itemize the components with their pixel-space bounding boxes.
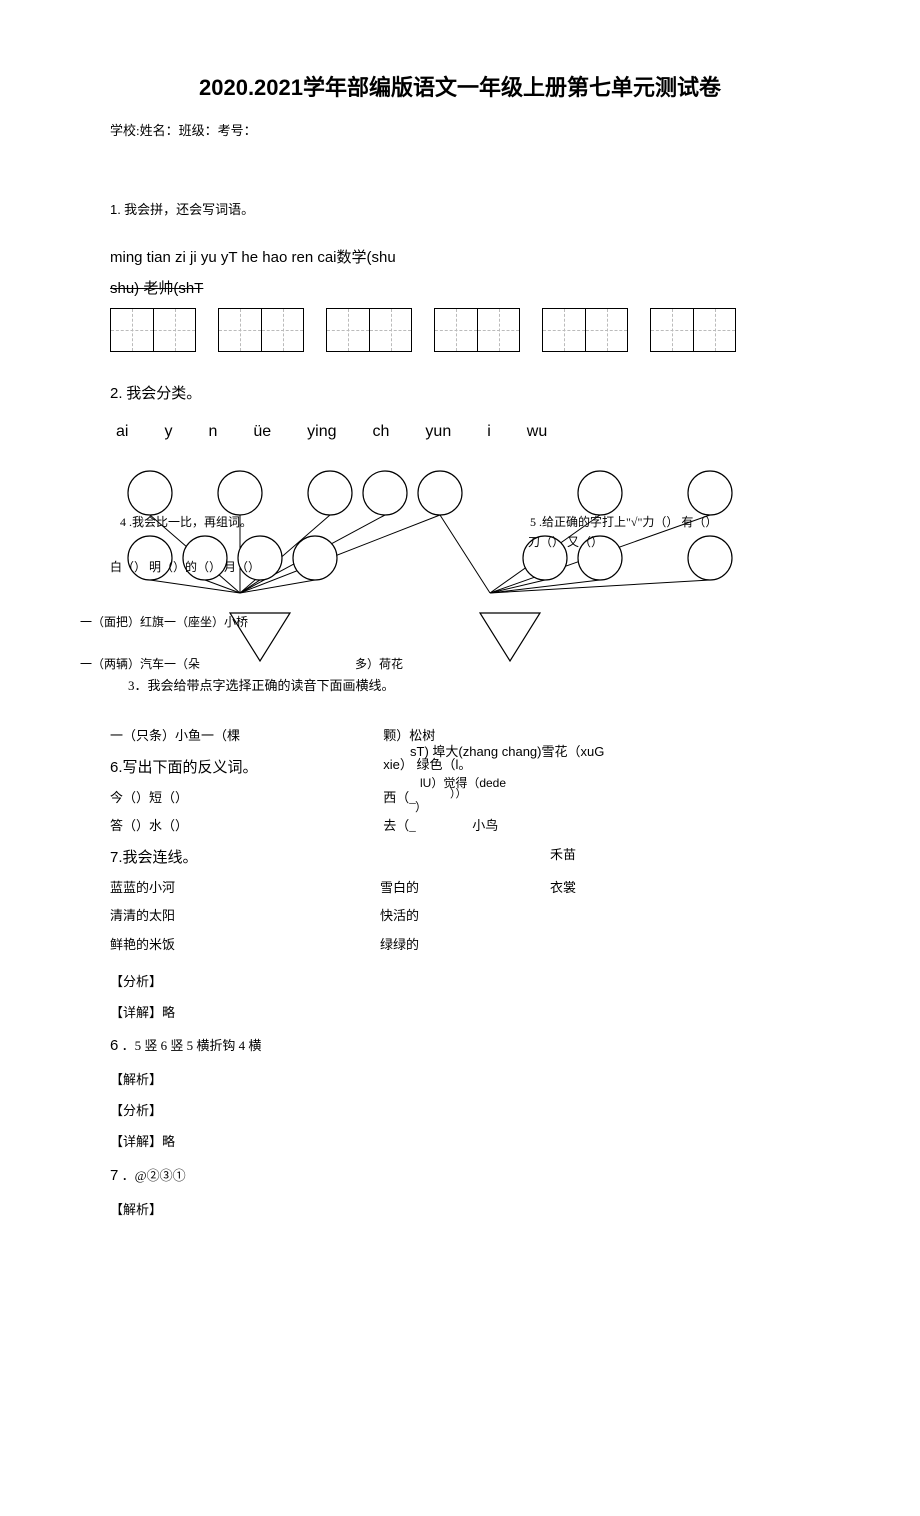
grid-cell — [327, 309, 369, 351]
mid-m6: 雪白的 — [380, 874, 550, 903]
ans-6-text: ．5 竖 6 竖 5 横折钩 4 横 — [122, 1038, 262, 1053]
mid-r3c: ）） — [450, 782, 467, 806]
question-3: 3．我会给带点字选择正确的读音下面画横线。 — [128, 675, 810, 694]
q1-num: 1. — [110, 202, 121, 217]
q4-text: 4 .我会比一比，再组词。 — [120, 513, 252, 530]
mid-l3: 今（）短（） — [110, 784, 380, 813]
mid-l1-left: 一（只条）小鱼一（棵 — [110, 722, 380, 751]
strike-line: shu) 老帅(shT — [110, 277, 810, 298]
answers-block: 【分析】 【详解】略 6 ．5 竖 6 竖 5 横折钩 4 横 【解析】 【分析… — [110, 966, 810, 1225]
ans-fx2: 【分析】 — [110, 1095, 810, 1126]
question-2: 2. 我会分类。 — [110, 382, 810, 403]
question-6: 6.写出下面的反义词。 — [110, 751, 380, 784]
classification-diagram: 4 .我会比一比，再组词。 白（） 明（）的（） 月（） 5 .给正确的字打上"… — [110, 463, 810, 673]
meta-line: 学校:姓名：班级：考号： — [110, 120, 810, 139]
q5-text: 5 .给正确的字打上"√"力（） 有（） — [530, 513, 717, 530]
ans-7-num: 7 — [110, 1167, 118, 1184]
ans-jx2: 【解析】 — [110, 1194, 810, 1225]
writing-grid-row — [110, 308, 810, 352]
grid-pair — [542, 308, 628, 352]
q1-text: 我会拼，还会写词语。 — [124, 202, 254, 217]
overlay-line-b-right: 多）荷花 — [355, 655, 403, 672]
letter-item: i — [487, 423, 491, 441]
mid-l1-right-b: sT) 埠大(zhang chang)雪花（xuG — [410, 738, 604, 767]
grid-pair — [218, 308, 304, 352]
mid-l6: 蓝蓝的小河 — [110, 874, 380, 903]
mid-content-block: 一（只条）小鱼一（棵 颗）松树 sT) 埠大(zhang chang)雪花（xu… — [110, 722, 810, 960]
grid-cell — [651, 309, 693, 351]
mid-r5: 禾苗 — [550, 841, 670, 874]
pinyin-line: ming tian zi ji yu yT he hao ren cai数学(s… — [110, 246, 810, 267]
mid-m8: 绿绿的 — [380, 931, 550, 960]
letter-item: yun — [425, 423, 451, 441]
mid-r3d: ） — [415, 794, 427, 820]
grid-cell — [219, 309, 261, 351]
question-7: 7.我会连线。 — [110, 841, 380, 874]
ans-6-num: 6 — [110, 1037, 118, 1054]
mid-r6: 衣裳 — [550, 874, 670, 903]
mid-r4a: 去（_ — [383, 818, 416, 833]
grid-cell — [693, 309, 735, 351]
letter-item: wu — [527, 423, 547, 441]
ans-fx1: 【分析】 — [110, 966, 810, 997]
letter-item: y — [164, 423, 172, 441]
grid-cell — [585, 309, 627, 351]
q4b-text: 白（） 明（）的（） 月（） — [110, 558, 260, 575]
letter-row: ai y n üe ying ch yun i wu — [110, 423, 810, 441]
letter-item: üe — [253, 423, 271, 441]
mid-l8: 鲜艳的米饭 — [110, 931, 380, 960]
ans-xj1: 【详解】略 — [110, 997, 810, 1028]
grid-cell — [543, 309, 585, 351]
q2-num: 2. — [110, 385, 123, 402]
grid-cell — [153, 309, 195, 351]
letter-item: ying — [307, 423, 336, 441]
grid-cell — [261, 309, 303, 351]
mid-m7: 快活的 — [380, 902, 550, 931]
mid-l7: 清清的太阳 — [110, 902, 380, 931]
overlay-line-b-left: 一（两辆）汽车一（朵 — [80, 655, 200, 672]
ans-7-text: ．@②③① — [122, 1168, 186, 1183]
q2-text: 我会分类。 — [126, 386, 201, 402]
ans-jx1: 【解析】 — [110, 1064, 810, 1095]
page-title: 2020.2021学年部编版语文一年级上册第七单元测试卷 — [110, 70, 810, 102]
letter-item: ch — [373, 423, 390, 441]
letter-item: n — [208, 423, 217, 441]
grid-cell — [477, 309, 519, 351]
grid-pair — [110, 308, 196, 352]
letter-item: ai — [116, 423, 128, 441]
overlay-line-a: 一（面把）红旗一（座坐）小桥 — [80, 613, 248, 630]
grid-cell — [435, 309, 477, 351]
ans-xj2: 【详解】略 — [110, 1126, 810, 1157]
grid-pair — [434, 308, 520, 352]
mid-r4b: 小鸟 — [472, 818, 498, 833]
question-1: 1. 我会拼，还会写词语。 — [110, 199, 810, 218]
grid-cell — [369, 309, 411, 351]
mid-l4: 答（）水（） — [110, 812, 380, 841]
grid-pair — [650, 308, 736, 352]
grid-cell — [111, 309, 153, 351]
q5b-text: 刀（） 又（） — [528, 533, 603, 550]
mid-r3a: 西（_ — [383, 790, 416, 805]
grid-pair — [326, 308, 412, 352]
